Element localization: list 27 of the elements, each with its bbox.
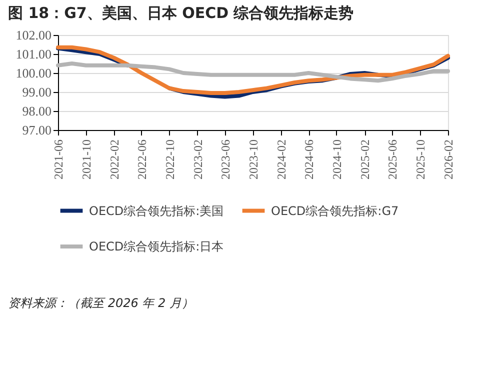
x-tick-label: 2022-10 [162, 140, 177, 180]
line-series [56, 62, 450, 83]
x-tick-label: 2022-02 [108, 140, 122, 180]
y-tick-label: 102.00 [16, 28, 52, 42]
chart-title: 图 18：G7、美国、日本 OECD 综合领先指标走势 [8, 4, 354, 22]
text: 资料来源：（截至 2026 年 2 月） [8, 296, 194, 310]
x-tick-label: 2023-10 [246, 140, 260, 180]
legend-label: OECD综合领先指标:G7 [271, 204, 399, 218]
x-tick-label: 2021-10 [79, 140, 94, 180]
y-tick-label: 100.00 [16, 66, 52, 80]
x-tick-label: 2025-02 [358, 140, 372, 180]
legend-label: OECD综合领先指标:美国 [89, 204, 224, 218]
x-tick-label: 2025-10 [413, 140, 428, 180]
y-tick-label: 97.00 [22, 122, 52, 138]
x-tick-label: 2024-06 [302, 140, 316, 180]
x-tick-label: 2024-02 [274, 140, 288, 180]
y-tick-label: 99.00 [22, 84, 52, 100]
x-tick-label: 2025-06 [385, 140, 400, 180]
y-tick-label: 98.00 [22, 104, 52, 118]
legend-label: OECD综合领先指标:日本 [89, 240, 224, 254]
x-tick-label: 2021-06 [52, 140, 66, 180]
x-tick-label: 2026-02 [442, 140, 456, 180]
x-tick-label: 2024-10 [330, 140, 344, 180]
x-tick-label: 2022-06 [134, 140, 149, 180]
x-tick-label: 2023-06 [218, 140, 232, 180]
x-tick-label: 2023-02 [190, 140, 205, 180]
y-tick-label: 101.00 [16, 46, 52, 62]
